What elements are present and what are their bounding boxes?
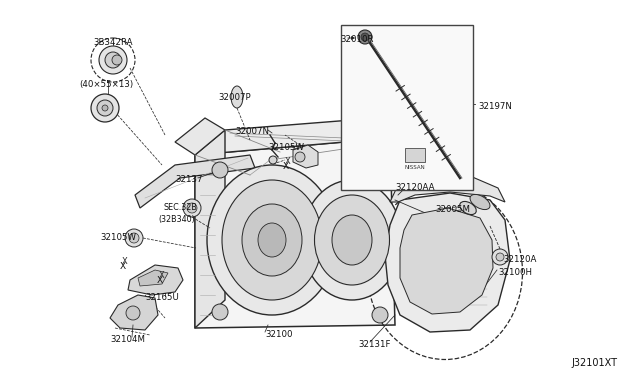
Text: 32120A: 32120A [503,255,536,264]
Circle shape [187,203,197,213]
Text: 32100H: 32100H [498,268,532,277]
Text: X: X [285,157,291,166]
Polygon shape [385,193,510,332]
Circle shape [105,52,121,68]
Text: X: X [283,162,289,171]
Ellipse shape [231,86,243,108]
Text: SEC.32B: SEC.32B [163,203,197,212]
Ellipse shape [258,223,286,257]
Polygon shape [135,155,255,208]
Text: 32005M: 32005M [435,205,470,214]
Text: 32165U: 32165U [145,293,179,302]
Ellipse shape [222,180,322,300]
Text: X: X [157,276,163,285]
Circle shape [91,94,119,122]
Ellipse shape [207,165,337,315]
Circle shape [183,199,201,217]
Polygon shape [400,208,493,314]
Ellipse shape [470,195,490,209]
Polygon shape [128,265,183,295]
Bar [341,25,473,190]
Text: 32007N: 32007N [235,127,269,136]
Text: 32137: 32137 [175,175,202,184]
Ellipse shape [242,204,302,276]
Text: X: X [159,272,165,280]
Text: J32101XT: J32101XT [571,358,617,368]
Bar [405,148,425,162]
Text: 3B342RA: 3B342RA [93,38,132,47]
Polygon shape [293,145,318,168]
Text: 32120AA: 32120AA [395,183,435,192]
Circle shape [358,30,372,44]
Ellipse shape [460,202,476,215]
Circle shape [129,233,139,243]
Polygon shape [175,118,225,155]
Text: 32010R: 32010R [340,35,374,44]
Polygon shape [195,130,225,328]
Ellipse shape [212,304,228,320]
Text: 32131F: 32131F [358,340,390,349]
Circle shape [361,33,369,41]
Ellipse shape [302,180,402,300]
Text: 32104M: 32104M [110,335,145,344]
Text: NISSAN: NISSAN [404,165,426,170]
Text: 32197N: 32197N [478,102,512,111]
Text: (40×55×13): (40×55×13) [79,80,133,89]
Circle shape [125,229,143,247]
Text: X: X [122,257,128,266]
Polygon shape [390,176,505,202]
Circle shape [102,105,108,111]
Circle shape [269,156,277,164]
Circle shape [99,46,127,74]
Ellipse shape [372,307,388,323]
Text: (32B340): (32B340) [158,215,195,224]
Text: 32105W: 32105W [268,143,304,152]
Text: 32007P: 32007P [218,93,251,102]
Ellipse shape [332,215,372,265]
Circle shape [126,306,140,320]
Text: X: X [120,262,126,271]
Polygon shape [195,115,415,155]
Ellipse shape [314,195,390,285]
Polygon shape [195,138,395,328]
Text: 32100: 32100 [265,330,292,339]
Ellipse shape [372,147,388,163]
Circle shape [97,100,113,116]
Circle shape [492,249,508,265]
Text: 32105W: 32105W [100,233,136,242]
Circle shape [496,253,504,261]
Polygon shape [110,295,158,330]
Circle shape [112,55,122,65]
Polygon shape [138,270,168,286]
Ellipse shape [212,162,228,178]
Circle shape [295,152,305,162]
